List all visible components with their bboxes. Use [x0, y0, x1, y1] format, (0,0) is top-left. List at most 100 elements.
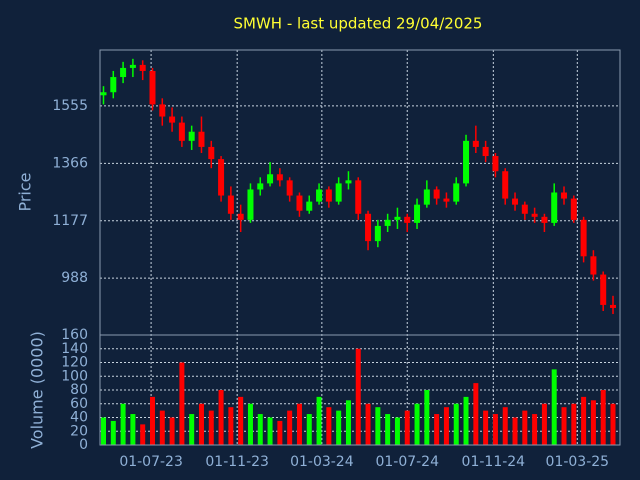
volume-bar	[355, 348, 361, 445]
x-tick-label: 01-03-24	[290, 454, 354, 470]
candle-body	[610, 304, 617, 308]
candle-body	[257, 183, 264, 190]
y-tick-label: 120	[61, 355, 88, 371]
candle-body	[394, 216, 401, 220]
candle-body	[188, 131, 195, 141]
candle-body	[139, 64, 146, 71]
volume-bar	[179, 362, 185, 445]
volume-bar	[424, 390, 430, 445]
candle-body	[423, 189, 430, 205]
volume-bar	[326, 407, 332, 445]
candle-body	[453, 183, 460, 202]
candle-body	[492, 156, 499, 172]
volume-bar	[277, 420, 283, 445]
volume-bar	[189, 414, 195, 445]
x-tick-label: 01-11-23	[205, 454, 269, 470]
volume-bar	[571, 403, 577, 445]
volume-bar	[394, 417, 400, 445]
candle-body	[590, 256, 597, 275]
volume-bar	[404, 410, 410, 445]
candle-body	[335, 183, 342, 202]
y-tick-label: 140	[61, 341, 88, 357]
candle-body	[276, 174, 283, 181]
candle-body	[414, 204, 421, 223]
x-tick-label: 01-03-25	[546, 454, 610, 470]
candle-body	[120, 67, 127, 78]
volume-bar	[149, 396, 155, 445]
volume-bar	[159, 410, 165, 445]
candle-body	[472, 140, 479, 147]
candle-body	[463, 140, 470, 184]
candle-body	[531, 213, 538, 217]
candle-body	[159, 104, 166, 117]
candle-body	[267, 174, 274, 184]
candle-body	[443, 198, 450, 202]
candle-body	[384, 219, 391, 226]
volume-bar	[228, 407, 234, 445]
y-tick-label: 80	[70, 382, 88, 398]
volume-bar	[492, 414, 498, 445]
candle-body	[512, 198, 519, 205]
volume-bar	[247, 403, 253, 445]
volume-bar	[306, 414, 312, 445]
volume-bar	[238, 396, 244, 445]
candle-body	[521, 204, 528, 214]
y-tick-label: 988	[61, 270, 88, 286]
candle-body	[404, 216, 411, 223]
y-axis-label: Price	[16, 172, 35, 211]
volume-bar	[345, 400, 351, 445]
candle-body	[374, 225, 381, 242]
candle-body	[433, 189, 440, 199]
volume-bar	[375, 407, 381, 445]
candle-body	[325, 189, 332, 202]
volume-bar	[600, 390, 606, 445]
chart-title: SMWH - last updated 29/04/2025	[234, 15, 483, 33]
candle-body	[100, 92, 107, 96]
volume-bar	[610, 403, 616, 445]
volume-bar	[110, 420, 116, 445]
candle-body	[600, 274, 607, 305]
candle-body	[198, 131, 205, 147]
volume-bar	[198, 403, 204, 445]
candle-body	[482, 146, 489, 157]
volume-bar	[316, 396, 322, 445]
x-tick-label: 01-11-24	[462, 454, 526, 470]
volume-bar	[453, 403, 459, 445]
volume-bar	[296, 403, 302, 445]
volume-bar	[443, 407, 449, 445]
volume-bar	[414, 403, 420, 445]
volume-bar	[434, 414, 440, 445]
volume-bar	[336, 410, 342, 445]
volume-bar	[561, 407, 567, 445]
candle-body	[502, 171, 509, 199]
candle-body	[227, 195, 234, 214]
volume-bar	[100, 417, 106, 445]
y-tick-label: 40	[70, 410, 88, 426]
candle-body	[296, 195, 303, 211]
candle-body	[247, 189, 254, 220]
y-axis-label: Volume (0000)	[28, 331, 47, 449]
y-tick-label: 20	[70, 423, 88, 439]
volume-bar	[385, 414, 391, 445]
candle-body	[237, 213, 244, 220]
volume-bar	[257, 414, 263, 445]
volume-bar	[267, 417, 273, 445]
candle-body	[110, 77, 117, 93]
candle-body	[345, 180, 352, 184]
volume-bar	[365, 403, 371, 445]
x-tick-label: 01-07-24	[375, 454, 439, 470]
volume-bar	[169, 417, 175, 445]
y-tick-label: 100	[61, 368, 88, 384]
volume-bar	[208, 410, 214, 445]
volume-bar	[218, 390, 224, 445]
volume-bar	[590, 400, 596, 445]
volume-bar	[581, 396, 587, 445]
y-tick-label: 0	[79, 437, 88, 453]
candle-body	[316, 189, 323, 202]
candle-body	[286, 180, 293, 196]
candle-body	[149, 70, 156, 105]
x-tick-label: 01-07-23	[119, 454, 183, 470]
candle-body	[551, 192, 558, 223]
candle-body	[570, 198, 577, 220]
candle-body	[306, 201, 313, 211]
